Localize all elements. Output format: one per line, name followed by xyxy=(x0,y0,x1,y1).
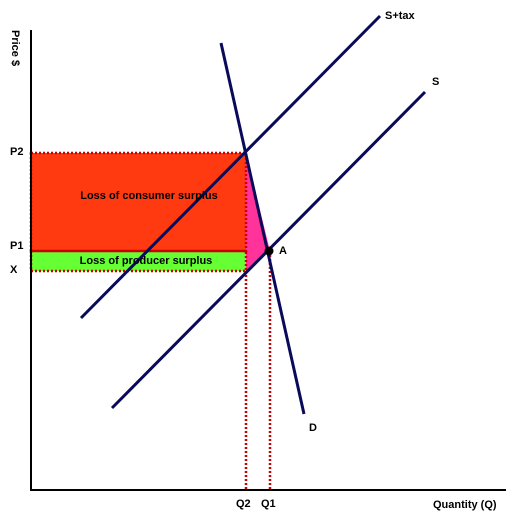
demand-line xyxy=(219,42,306,415)
equilibrium-point xyxy=(264,246,274,256)
curve-label: D xyxy=(309,422,317,434)
supply-tax-line xyxy=(79,14,382,320)
consumer-loss-area xyxy=(31,153,246,251)
price-label: P1 xyxy=(10,240,23,252)
curve-label: S+tax xyxy=(385,10,416,22)
point-label: A xyxy=(279,245,287,257)
price-label: P2 xyxy=(10,146,23,158)
quantity-label: Q1 xyxy=(261,498,276,510)
curve-label: S xyxy=(432,76,439,88)
region-label: Loss of consumer surplus xyxy=(80,190,218,202)
quantity-label: Q2 xyxy=(236,498,251,510)
price-label: X xyxy=(10,264,18,276)
region-label: Loss of producer surplus xyxy=(80,255,213,267)
x-axis-label: Quantity (Q) xyxy=(433,499,497,511)
y-axis-label: Price $ xyxy=(9,30,21,66)
